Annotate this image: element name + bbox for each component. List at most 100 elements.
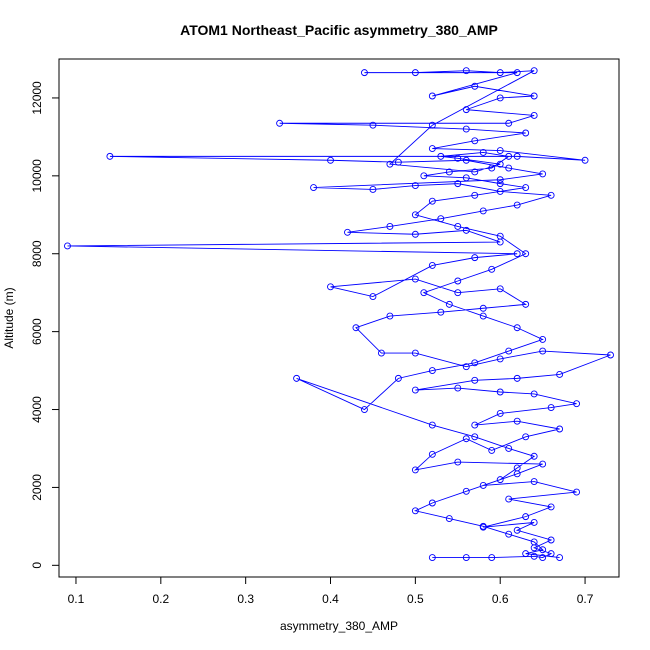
data-point (471, 359, 479, 367)
data-point (420, 289, 428, 297)
series-line (67, 70, 611, 558)
data-point (471, 376, 479, 384)
data-point (428, 197, 436, 205)
data-point (573, 488, 581, 496)
data-point (471, 433, 479, 441)
data-point (106, 152, 114, 160)
data-point (539, 335, 547, 343)
data-point (445, 515, 453, 523)
y-tick-label: 2000 (30, 474, 44, 501)
data-point (420, 172, 428, 180)
x-axis-label: asymmetry_380_AMP (280, 619, 398, 633)
data-point (344, 228, 351, 236)
data-point (377, 349, 385, 357)
data-point (411, 211, 419, 219)
data-point (539, 554, 547, 561)
data-point (454, 180, 462, 188)
data-point (513, 374, 521, 382)
data-point (462, 174, 470, 182)
data-point (462, 125, 470, 133)
data-point (310, 184, 317, 191)
data-point (361, 69, 368, 77)
data-point (479, 522, 487, 530)
data-point (522, 300, 530, 308)
data-point (556, 425, 564, 433)
data-point (454, 277, 462, 285)
data-point (496, 355, 504, 363)
data-point (505, 530, 513, 538)
data-point (488, 554, 496, 561)
y-tick-label: 12000 (30, 81, 44, 115)
data-point (530, 519, 538, 526)
data-point (462, 363, 470, 371)
data-point (522, 184, 530, 191)
y-tick-label: 8000 (30, 240, 44, 267)
data-point (369, 121, 377, 129)
y-tick-label: 10000 (30, 159, 44, 193)
data-point (437, 152, 445, 160)
data-point (454, 223, 462, 230)
data-point (496, 187, 504, 195)
data-point (471, 168, 479, 176)
data-point (530, 390, 538, 398)
x-tick-label: 0.2 (152, 592, 169, 606)
data-point (547, 536, 555, 544)
data-point (471, 82, 479, 90)
data-point (394, 374, 402, 382)
data-point (522, 513, 530, 521)
data-point (496, 409, 504, 417)
data-point (496, 94, 504, 102)
data-point (445, 168, 453, 176)
data-point (505, 119, 513, 127)
data-point (513, 250, 521, 258)
data-point (428, 421, 436, 429)
data-point (471, 137, 479, 145)
data-point (539, 546, 547, 554)
data-point (454, 154, 462, 162)
data-point (479, 149, 487, 156)
data-point (522, 433, 530, 441)
data-point (471, 254, 479, 262)
data-point (513, 526, 521, 534)
data-point (327, 156, 334, 164)
data-point (462, 67, 470, 75)
data-point (293, 374, 301, 382)
x-tick-label: 0.6 (492, 592, 509, 606)
data-point (496, 147, 504, 154)
x-axis: 0.1 0.2 0.3 0.4 0.5 0.6 0.7 (68, 576, 594, 606)
x-tick-label: 0.4 (322, 592, 339, 606)
data-point (411, 507, 419, 515)
data-point (64, 242, 71, 250)
data-point (428, 92, 436, 100)
data-point (462, 554, 470, 561)
data-point (496, 476, 504, 484)
data-point (547, 404, 555, 412)
data-point (505, 164, 513, 172)
data-point (556, 371, 564, 378)
data-point (513, 417, 521, 425)
data-point (547, 503, 555, 511)
data-point (530, 452, 538, 460)
data-point (411, 466, 419, 474)
data-point (411, 275, 419, 283)
data-point (471, 191, 479, 199)
y-tick-label: 4000 (30, 396, 44, 423)
data-point (394, 158, 402, 166)
data-point (437, 215, 445, 223)
data-point (361, 406, 368, 413)
y-axis: 0 2000 4000 6000 8000 10000 12000 (30, 81, 60, 569)
data-point (530, 67, 538, 75)
data-point (462, 226, 470, 234)
y-tick-label: 6000 (30, 318, 44, 345)
data-point (428, 450, 436, 458)
data-point (411, 386, 419, 394)
data-point (556, 554, 564, 561)
x-tick-label: 0.7 (577, 592, 594, 606)
data-point (445, 300, 453, 308)
data-point (437, 308, 445, 316)
x-tick-label: 0.1 (68, 592, 85, 606)
data-point (479, 207, 487, 215)
data-point (530, 538, 538, 546)
data-point (454, 384, 462, 392)
